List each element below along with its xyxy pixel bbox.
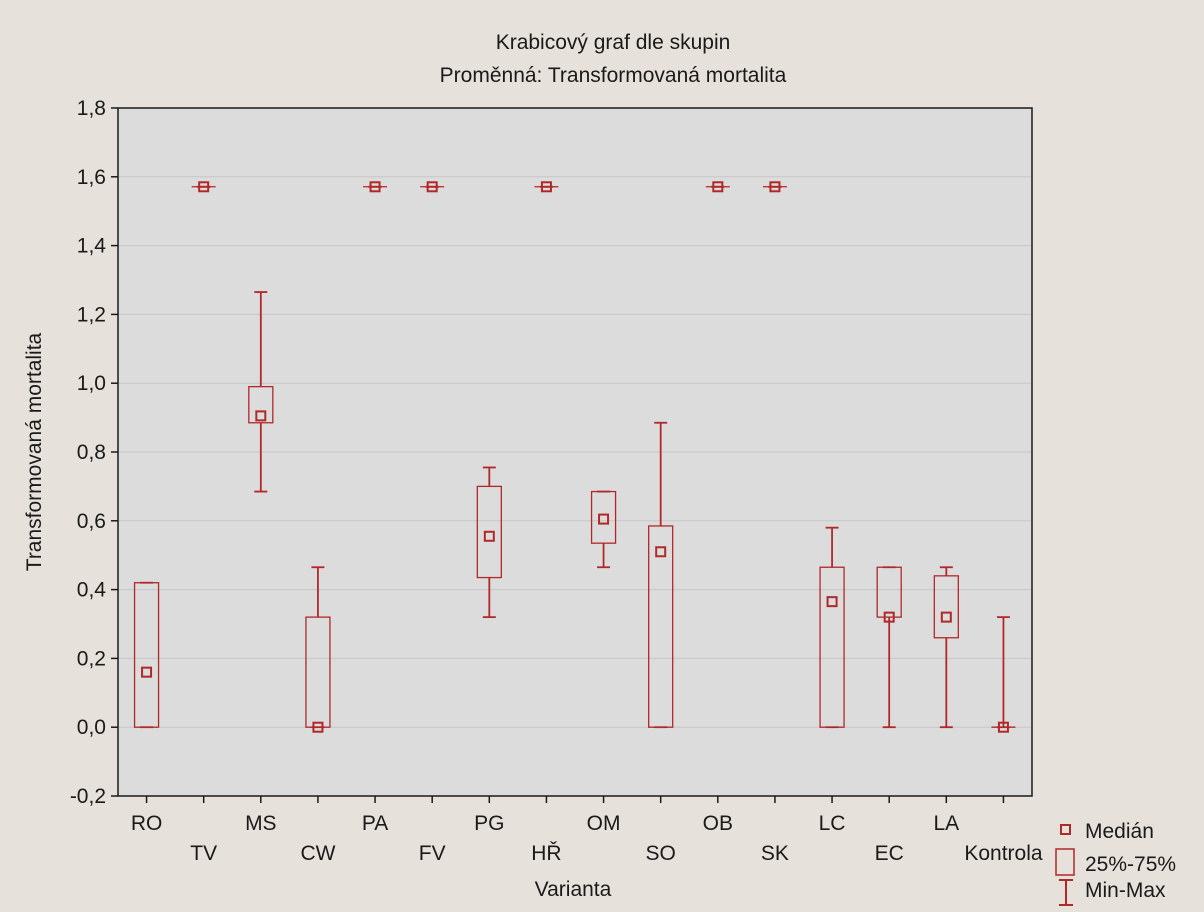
median-marker [255,410,267,422]
x-tick-label: FV [419,842,446,865]
chart-subtitle: Proměnná: Transformovaná mortalita [440,64,787,87]
legend-box-label: 25%-75% [1085,853,1176,876]
x-tick-label: MS [245,812,277,835]
x-tick-label: CW [300,842,335,865]
x-tick-label: RO [131,812,163,835]
legend-whisker-symbol [1059,879,1073,906]
plot-frame [117,107,1033,797]
x-tick-label: LA [933,812,959,835]
y-tick-label: 1,4 [77,235,107,258]
median-marker [997,721,1009,733]
iqr-box [819,566,845,728]
x-tick-label: SO [646,842,676,865]
median-marker [940,611,952,623]
box-group [363,181,388,193]
x-axis-label: Varianta [535,878,612,901]
y-tick-label: 0,0 [77,716,106,739]
y-tick-label: 0,4 [77,579,107,602]
y-tick-label: -0,2 [70,785,106,808]
median-marker [826,596,838,608]
median-marker [141,666,153,678]
box-group [420,181,445,193]
median-marker [426,181,438,193]
grid-lines [118,176,1032,728]
legend-median-symbol [1060,824,1071,835]
legend-whisker-label: Min-Max [1085,879,1166,902]
y-axis-label: Transformovaná mortalita [23,332,46,571]
x-tick-label: Kontrola [964,842,1043,865]
median-marker [769,181,781,193]
box-group [819,526,845,729]
median-marker [598,513,610,525]
y-tick-label: 0,2 [77,647,106,670]
x-tick-label: LC [819,812,846,835]
median-marker [655,546,667,558]
legend: Medián 25%-75% Min-Max [1055,820,1176,906]
chart-title: Krabicový graf dle skupin [496,31,731,54]
x-tick-label: TV [190,842,217,865]
median-marker [540,181,552,193]
legend-box-symbol [1055,848,1075,876]
iqr-box [876,566,902,618]
boxes [133,181,1016,733]
box-group [705,181,730,193]
box-group [876,566,902,729]
box-group [191,181,216,193]
iqr-box [648,525,674,728]
y-tick-label: 1,2 [77,303,106,326]
median-marker [883,611,895,623]
y-tick-label: 0,8 [77,441,106,464]
box-group [133,581,160,729]
box-group [933,566,959,729]
y-tick-label: 1,0 [77,372,106,395]
x-tick-label: SK [761,842,789,865]
median-marker [712,181,724,193]
median-marker [312,721,324,733]
box-group [305,566,331,733]
iqr-box [133,582,160,728]
axes: -0,2 0,0 0,2 0,4 0,6 0,8 1,0 1,2 1,4 1,6 1,8 RO TV MS… [70,97,1043,865]
legend-median-label: Medián [1085,820,1154,843]
box-group [476,466,502,619]
y-tick-label: 1,8 [77,97,106,120]
iqr-box [933,575,959,639]
y-tick-label: 0,6 [77,510,106,533]
median-marker [198,181,210,193]
iqr-box [476,485,502,579]
x-tick-label: EC [875,842,904,865]
median-marker [483,530,495,542]
box-group [648,421,674,729]
x-tick-label: OM [587,812,621,835]
y-tick-label: 1,6 [77,166,106,189]
box-group [590,490,617,569]
x-tick-label: HŘ [531,842,561,865]
x-tick-label: PG [474,812,504,835]
iqr-box [248,385,274,424]
box-group [762,181,787,193]
x-tick-label: OB [703,812,733,835]
iqr-box [590,490,617,544]
box-group [248,291,274,493]
box-group [534,181,559,193]
iqr-box [305,616,331,728]
x-tick-label: PA [362,812,388,835]
median-marker [369,181,381,193]
box-group [991,616,1016,733]
